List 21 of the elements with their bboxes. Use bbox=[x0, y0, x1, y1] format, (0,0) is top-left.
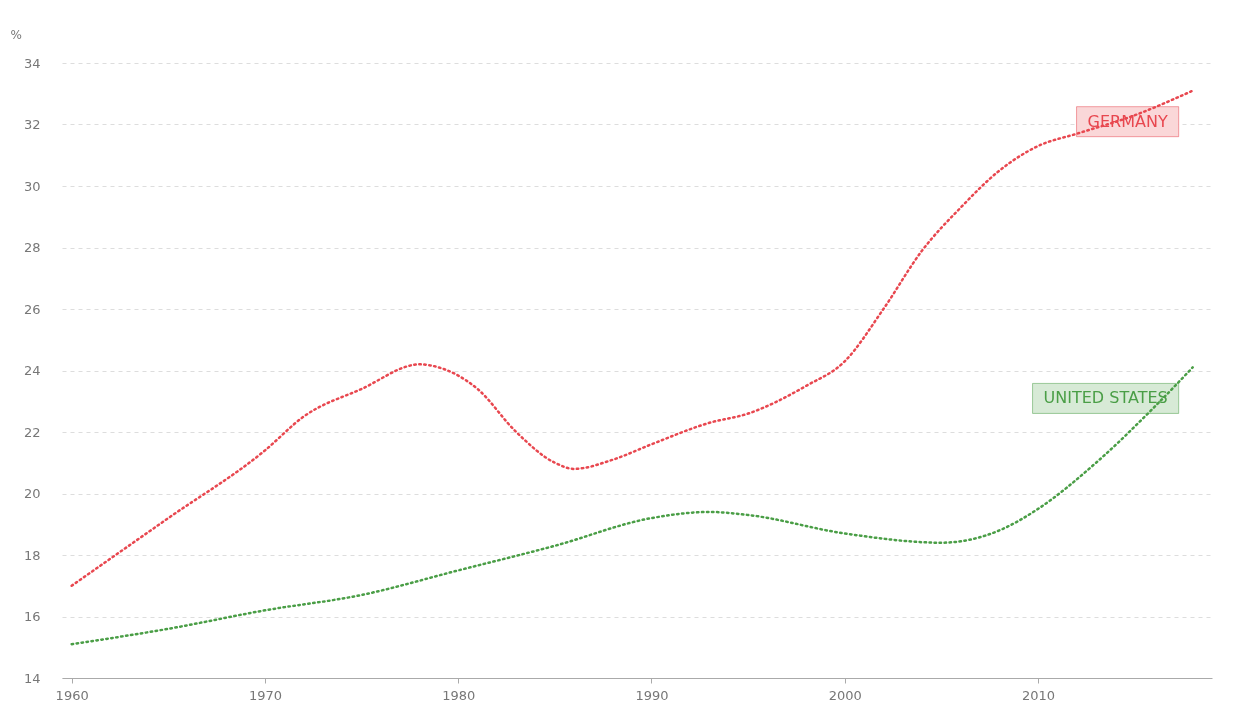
y-tick-label: 28 bbox=[23, 240, 41, 255]
line-series bbox=[70, 89, 1194, 587]
y-axis-title: % bbox=[10, 27, 22, 42]
y-tick-label: 26 bbox=[23, 301, 41, 317]
y-tick-label: 32 bbox=[23, 117, 41, 132]
y-tick-label: 20 bbox=[23, 486, 41, 501]
y-tick-label: 34 bbox=[23, 55, 41, 71]
series-label: UNITED STATES bbox=[1043, 388, 1168, 408]
x-tick-label: 2010 bbox=[1022, 687, 1056, 703]
x-tick-label: 2000 bbox=[828, 687, 862, 703]
y-tick-label: 22 bbox=[23, 424, 41, 440]
x-tick-label: 1960 bbox=[55, 687, 89, 703]
y-tick-label: 14 bbox=[23, 670, 41, 686]
x-tick-label: 1990 bbox=[635, 687, 669, 703]
line-series bbox=[70, 366, 1194, 646]
x-tick-label: 1970 bbox=[248, 687, 282, 703]
x-tick-label: 1980 bbox=[442, 687, 476, 703]
y-tick-label: 16 bbox=[23, 609, 41, 624]
y-tick-label: 24 bbox=[23, 363, 41, 378]
y-tick-label: 18 bbox=[23, 547, 41, 563]
y-tick-label: 30 bbox=[23, 178, 41, 194]
